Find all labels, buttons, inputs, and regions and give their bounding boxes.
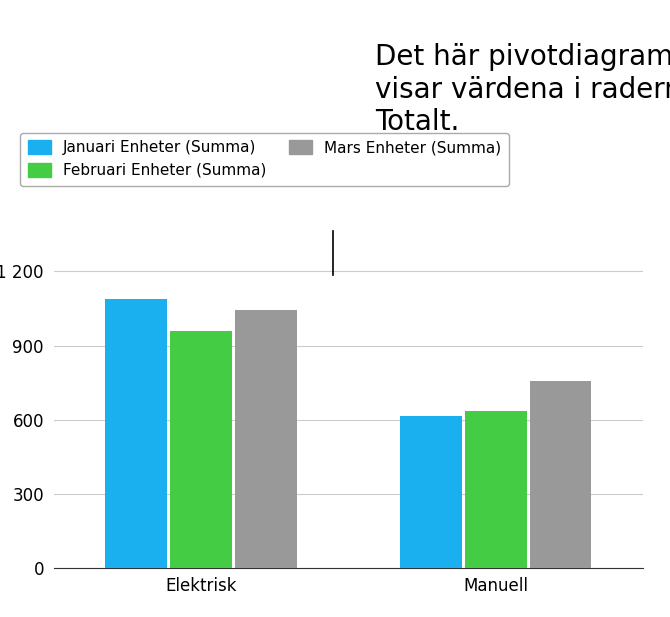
Text: Det här pivotdiagrammet
visar värdena i raderna
Totalt.: Det här pivotdiagrammet visar värdena i … (375, 43, 670, 136)
Bar (170, 331, 232, 568)
Bar (400, 416, 462, 568)
Bar (105, 299, 167, 568)
Bar (235, 310, 297, 568)
Bar (465, 411, 527, 568)
Bar (530, 381, 592, 568)
Legend: Januari Enheter (Summa), Februari Enheter (Summa), Mars Enheter (Summa): Januari Enheter (Summa), Februari Enhete… (20, 133, 509, 186)
